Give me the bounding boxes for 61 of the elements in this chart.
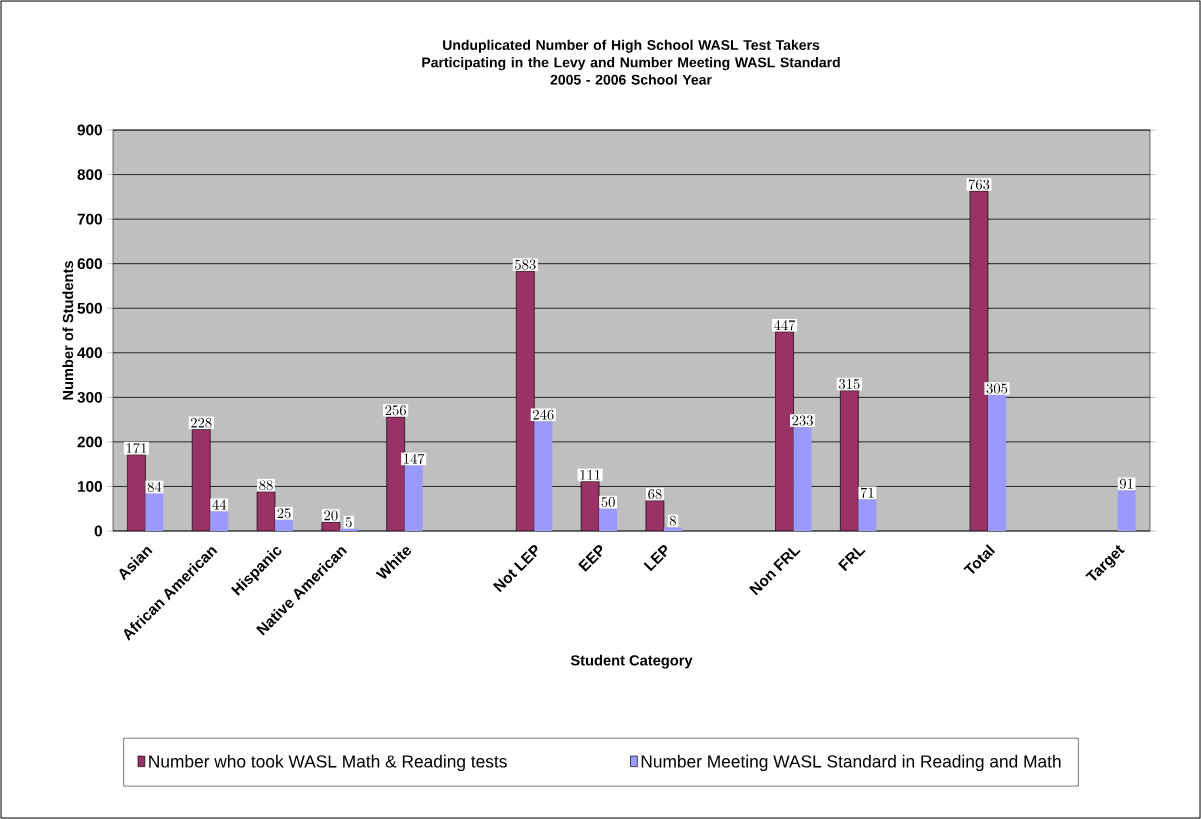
bar xyxy=(515,270,535,532)
x-tick-label: FRL xyxy=(838,547,866,572)
y-tick-label: 500 xyxy=(77,302,102,314)
bar xyxy=(210,511,229,532)
data-label: 256 xyxy=(385,405,406,416)
data-label: 20 xyxy=(324,510,338,521)
data-label: 111 xyxy=(580,469,600,480)
bar xyxy=(127,454,146,532)
bar xyxy=(663,527,682,532)
bar xyxy=(840,390,859,532)
data-label: 315 xyxy=(839,379,860,390)
bar xyxy=(191,429,211,532)
y-tick-label: 300 xyxy=(77,391,102,403)
bar xyxy=(858,499,877,532)
chart-title: Unduplicated Number of High School WASL Test Takers Participating in the Levy and Number Meeting WASL Standard xyxy=(422,39,840,71)
bar xyxy=(793,427,812,532)
data-label: 228 xyxy=(191,417,212,428)
x-tick-label: Non FRL xyxy=(749,547,801,596)
legend-label: Number Meeting WASL Standard in Reading and Math xyxy=(641,754,1061,772)
data-label: 763 xyxy=(968,179,990,190)
bar xyxy=(599,508,618,532)
data-label: 583 xyxy=(515,259,536,270)
data-label: 88 xyxy=(259,480,273,491)
data-label: 5 xyxy=(345,517,352,528)
data-label: 25 xyxy=(277,508,291,519)
y-axis-title: Number of Students xyxy=(62,261,74,400)
y-tick-label: 700 xyxy=(77,213,102,225)
y-tick-label: 900 xyxy=(77,124,102,136)
x-tick-label: Not LEP xyxy=(492,545,538,593)
y-tick-label: 100 xyxy=(77,481,102,492)
data-label: 171 xyxy=(126,443,147,454)
data-label: 68 xyxy=(648,489,662,500)
bar xyxy=(339,528,358,532)
y-tick-label: 800 xyxy=(77,169,102,181)
data-label: 91 xyxy=(1119,478,1133,489)
data-label: 50 xyxy=(601,497,615,508)
bar xyxy=(404,465,423,532)
bar xyxy=(775,331,794,532)
data-label: 305 xyxy=(986,383,1008,394)
y-tick-label: 0 xyxy=(94,525,102,537)
bar xyxy=(534,421,553,532)
bar xyxy=(275,519,294,532)
data-label: 447 xyxy=(774,320,796,331)
data-label: 8 xyxy=(669,515,676,526)
data-label: 84 xyxy=(147,481,162,492)
legend-label: Number who took WASL Math & Reading tests xyxy=(149,754,507,772)
data-label: 44 xyxy=(212,499,227,510)
bar xyxy=(145,493,164,532)
data-label: 246 xyxy=(533,409,554,420)
bar xyxy=(1117,490,1136,532)
data-label: 71 xyxy=(860,487,874,498)
bar xyxy=(386,416,406,532)
data-label: 147 xyxy=(404,453,425,464)
x-axis-title: Student Category xyxy=(570,654,693,669)
chart-subtitle: 2005 - 2006 School Year xyxy=(550,74,712,85)
bar xyxy=(987,395,1006,532)
x-tick-label: LEP xyxy=(643,545,667,572)
y-tick-label: 400 xyxy=(77,347,102,359)
y-tick-label: 200 xyxy=(77,436,102,448)
data-label: 233 xyxy=(792,415,813,426)
y-tick-label: 600 xyxy=(77,258,102,270)
